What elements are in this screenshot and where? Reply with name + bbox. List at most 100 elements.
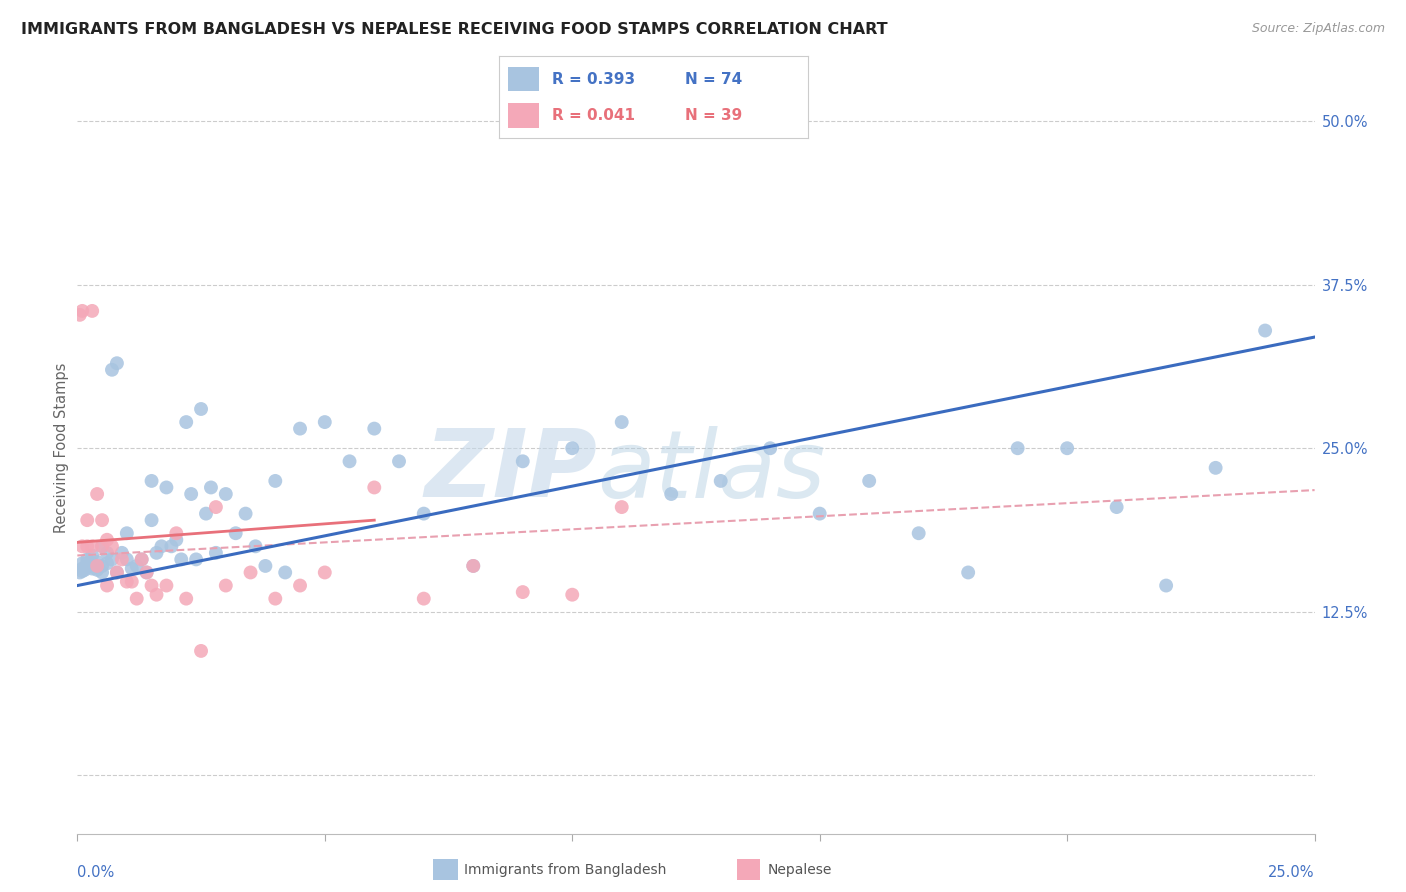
Point bbox=[91, 539, 114, 553]
Point bbox=[86, 558, 108, 573]
Text: N = 74: N = 74 bbox=[685, 71, 742, 87]
Text: IMMIGRANTS FROM BANGLADESH VS NEPALESE RECEIVING FOOD STAMPS CORRELATION CHART: IMMIGRANTS FROM BANGLADESH VS NEPALESE R… bbox=[21, 22, 887, 37]
Point bbox=[174, 591, 197, 606]
Point bbox=[155, 480, 177, 494]
Point bbox=[363, 480, 385, 494]
Point bbox=[463, 558, 485, 573]
Point bbox=[264, 474, 287, 488]
Point bbox=[150, 539, 173, 553]
Point bbox=[82, 539, 104, 553]
Point bbox=[245, 539, 267, 553]
Point bbox=[314, 415, 336, 429]
Point bbox=[190, 644, 212, 658]
Point bbox=[72, 564, 94, 578]
Text: Nepalese: Nepalese bbox=[768, 863, 832, 877]
Text: atlas: atlas bbox=[598, 425, 825, 516]
Point bbox=[1154, 578, 1177, 592]
Point bbox=[69, 566, 91, 580]
Point bbox=[165, 526, 187, 541]
Text: R = 0.041: R = 0.041 bbox=[551, 108, 634, 123]
Point bbox=[710, 474, 733, 488]
Point bbox=[135, 566, 157, 580]
Point bbox=[195, 507, 218, 521]
Point bbox=[412, 591, 434, 606]
Text: 0.0%: 0.0% bbox=[77, 864, 114, 880]
Point bbox=[1105, 500, 1128, 514]
Point bbox=[145, 588, 167, 602]
Point bbox=[184, 552, 207, 566]
Point bbox=[111, 552, 134, 566]
Bar bbox=[737, 859, 761, 880]
Point bbox=[512, 454, 534, 468]
Point bbox=[111, 546, 134, 560]
Point bbox=[141, 578, 163, 592]
Point bbox=[1205, 460, 1227, 475]
Point bbox=[121, 561, 143, 575]
Point bbox=[101, 552, 124, 566]
Point bbox=[610, 415, 633, 429]
Point bbox=[73, 563, 96, 577]
Point bbox=[165, 533, 187, 547]
Point bbox=[101, 363, 124, 377]
Point bbox=[239, 566, 262, 580]
Point bbox=[105, 356, 128, 370]
Point bbox=[463, 558, 485, 573]
Point bbox=[91, 539, 114, 553]
Point bbox=[131, 552, 153, 566]
Point bbox=[264, 591, 287, 606]
Point bbox=[808, 507, 831, 521]
Point bbox=[274, 566, 297, 580]
Point bbox=[91, 566, 114, 580]
Point bbox=[82, 549, 104, 563]
Point bbox=[1007, 442, 1029, 455]
Point bbox=[339, 454, 361, 468]
Point bbox=[131, 552, 153, 566]
Text: N = 39: N = 39 bbox=[685, 108, 742, 123]
Point bbox=[145, 546, 167, 560]
Point bbox=[101, 539, 124, 553]
Point bbox=[180, 487, 202, 501]
Point bbox=[76, 558, 98, 573]
Point bbox=[205, 546, 228, 560]
Text: R = 0.393: R = 0.393 bbox=[551, 71, 636, 87]
Point bbox=[86, 555, 108, 569]
Point bbox=[86, 563, 108, 577]
Point bbox=[561, 442, 583, 455]
Point bbox=[659, 487, 682, 501]
Point bbox=[82, 304, 104, 318]
Text: 25.0%: 25.0% bbox=[1268, 864, 1315, 880]
Point bbox=[1254, 324, 1277, 338]
Point bbox=[254, 558, 277, 573]
Text: Source: ZipAtlas.com: Source: ZipAtlas.com bbox=[1251, 22, 1385, 36]
Point bbox=[141, 513, 163, 527]
Point bbox=[225, 526, 247, 541]
Point bbox=[91, 558, 114, 573]
Point bbox=[76, 539, 98, 553]
Point bbox=[288, 578, 311, 592]
Y-axis label: Receiving Food Stamps: Receiving Food Stamps bbox=[53, 363, 69, 533]
Point bbox=[160, 539, 183, 553]
Point bbox=[135, 566, 157, 580]
Point bbox=[115, 574, 138, 589]
Point bbox=[170, 552, 193, 566]
Point bbox=[174, 415, 197, 429]
Point bbox=[115, 552, 138, 566]
Point bbox=[96, 533, 118, 547]
Point bbox=[69, 308, 91, 322]
Point bbox=[190, 402, 212, 417]
Point bbox=[610, 500, 633, 514]
Bar bbox=[509, 67, 540, 92]
Point bbox=[86, 487, 108, 501]
Point bbox=[76, 557, 98, 571]
Point bbox=[388, 454, 411, 468]
Point bbox=[72, 539, 94, 553]
Point bbox=[96, 578, 118, 592]
Point bbox=[82, 561, 104, 575]
Point bbox=[858, 474, 880, 488]
Point bbox=[907, 526, 929, 541]
Bar bbox=[433, 859, 458, 880]
Point bbox=[235, 507, 257, 521]
Text: ZIP: ZIP bbox=[425, 425, 598, 517]
Point bbox=[121, 574, 143, 589]
Point bbox=[141, 474, 163, 488]
